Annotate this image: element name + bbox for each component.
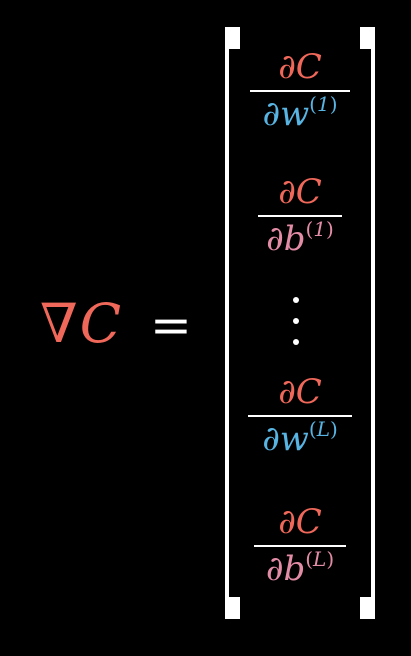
- layer-superscript: (1): [309, 92, 338, 116]
- fraction-bar: [250, 90, 350, 92]
- bias-variable: b: [283, 219, 306, 259]
- layer-superscript: (L): [305, 547, 335, 571]
- partial-symbol: ∂: [278, 172, 296, 212]
- fraction-bar: [254, 545, 346, 547]
- weight-variable: w: [279, 419, 309, 459]
- vector-entry-dc-dbl: ∂C ∂b(L): [245, 503, 355, 589]
- vector-entry-dc-db1: ∂C ∂b(1): [245, 173, 355, 259]
- cost-variable: C: [79, 292, 122, 355]
- denominator: ∂w(L): [262, 419, 338, 459]
- layer-superscript: (1): [305, 217, 334, 241]
- denominator: ∂b(1): [266, 219, 334, 259]
- nabla-symbol: ∇: [40, 292, 78, 355]
- partial-symbol: ∂: [278, 372, 296, 412]
- vector-entry-dc-dwl: ∂C ∂w(L): [245, 373, 355, 459]
- cost-variable: C: [295, 47, 322, 87]
- denominator: ∂b(L): [266, 549, 334, 589]
- partial-symbol: ∂: [265, 549, 284, 589]
- cost-variable: C: [295, 372, 322, 412]
- partial-symbol: ∂: [278, 47, 296, 87]
- numerator: ∂C: [278, 173, 322, 211]
- vector-entry-dc-dw1: ∂C ∂w(1): [245, 48, 355, 134]
- bias-variable: b: [283, 549, 306, 589]
- partial-symbol: ∂: [278, 502, 296, 542]
- partial-symbol: ∂: [262, 94, 281, 134]
- numerator: ∂C: [278, 48, 322, 86]
- weight-variable: w: [280, 94, 310, 134]
- numerator: ∂C: [278, 373, 322, 411]
- right-bracket: [360, 27, 375, 619]
- layer-superscript: (L): [308, 417, 338, 441]
- gradient-expression: ∇ C: [40, 289, 121, 359]
- vertical-ellipsis: [291, 297, 301, 345]
- fraction-bar: [248, 415, 352, 417]
- left-bracket: [225, 27, 240, 619]
- partial-symbol: ∂: [262, 419, 280, 459]
- cost-variable: C: [295, 172, 322, 212]
- cost-variable: C: [295, 502, 322, 542]
- numerator: ∂C: [278, 503, 322, 541]
- partial-symbol: ∂: [266, 219, 284, 259]
- denominator: ∂w(1): [262, 94, 337, 134]
- equals-sign: =: [150, 296, 192, 354]
- fraction-bar: [258, 215, 342, 217]
